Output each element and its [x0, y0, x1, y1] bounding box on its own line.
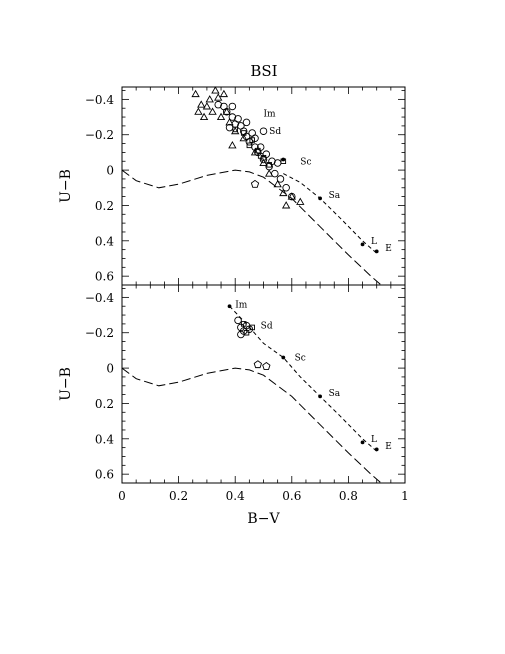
y-tick-label: −0.4	[85, 291, 115, 305]
annotation-label: E	[385, 442, 392, 452]
triangle-marker	[273, 179, 282, 188]
x-tick-label: 0.2	[169, 489, 188, 503]
annotation-label: Im	[235, 300, 248, 310]
circle-marker	[268, 157, 276, 165]
circle-marker	[242, 118, 251, 127]
square-marker	[260, 154, 267, 161]
triangle-marker	[197, 100, 206, 108]
square-marker	[246, 142, 253, 149]
y-tick-label: 0.6	[95, 270, 114, 284]
annotation-label: Im	[264, 110, 277, 120]
x-tick-label: 1	[401, 489, 409, 503]
reference-sequence-curve	[122, 169, 382, 285]
triangle-marker	[191, 89, 200, 98]
annotation-label: Sc	[300, 157, 311, 167]
y-tick-label: 0.6	[95, 468, 114, 482]
square-marker	[255, 147, 261, 154]
triangle-marker	[250, 148, 260, 156]
circle-marker	[288, 192, 296, 201]
model-track-curve	[283, 173, 378, 254]
circle-marker	[214, 100, 222, 109]
triangle-marker	[281, 201, 291, 209]
chart-panel-1: −0.4 −0.2 0 0.2 0.4 0.6 U−B Im Sd Sc Sa LE	[58, 86, 406, 286]
annotation-label: E	[385, 244, 392, 254]
triangle-marker	[211, 86, 220, 94]
square-marker	[243, 329, 250, 336]
square-marker	[240, 130, 247, 136]
y-tick-label: −0.4	[85, 93, 115, 107]
dot-marker	[360, 440, 365, 445]
triangle-marker	[222, 107, 231, 115]
triangle-marker	[228, 141, 237, 149]
reference-sequence-curve	[122, 367, 382, 483]
plot-frame	[121, 284, 406, 484]
triangle-marker	[208, 107, 217, 115]
triangle-marker	[296, 197, 305, 205]
triangle-marker	[219, 89, 229, 98]
annotation-label: Sa	[329, 389, 341, 399]
chart-panel-2: −0.4 −0.2 0 0.2 0.4 0.6 0 0.2 0.4 0.6 0.8 1 U−B B−V Im…	[58, 284, 409, 527]
circle-marker	[228, 102, 237, 111]
annotation-label: L	[371, 435, 377, 445]
circle-marker	[245, 138, 254, 146]
dot-marker	[281, 157, 286, 162]
y-tick-label: 0.2	[95, 397, 114, 411]
pentagon-marker	[250, 179, 260, 188]
square-marker	[266, 162, 272, 168]
circle-marker	[251, 134, 259, 143]
triangle-marker	[239, 133, 248, 142]
triangle-marker	[231, 126, 240, 135]
y-axis-label: U−B	[58, 367, 74, 401]
y-tick-label: 0.2	[95, 199, 114, 213]
circle-marker	[245, 325, 254, 333]
annotation-label: Sc	[295, 353, 306, 363]
chart-title: BSI	[250, 62, 277, 80]
y-tick-label: 0	[106, 362, 114, 376]
y-tick-label: 0.4	[95, 234, 114, 248]
triangle-marker	[225, 118, 234, 126]
triangle-marker	[216, 112, 226, 121]
x-tick-label: 0.4	[226, 489, 245, 503]
triangle-marker	[264, 169, 274, 177]
triangle-marker	[287, 192, 296, 200]
circle-marker	[282, 184, 290, 192]
annotation-label: Sd	[269, 127, 281, 137]
square-marker	[257, 153, 264, 159]
square-marker	[249, 137, 255, 143]
x-axis-label: B−V	[247, 511, 280, 527]
model-track-curve	[229, 305, 378, 452]
y-tick-label: 0	[106, 164, 114, 178]
circle-marker	[222, 107, 231, 116]
x-tick-label: 0	[118, 489, 126, 503]
dot-marker	[360, 242, 365, 247]
y-tick-label: −0.2	[85, 128, 114, 142]
pentagon-marker	[253, 360, 262, 369]
circle-marker	[228, 113, 237, 121]
pentagon-marker	[262, 361, 271, 370]
circle-marker	[256, 143, 265, 151]
y-tick-label: −0.2	[85, 326, 114, 340]
triangle-marker	[279, 188, 288, 197]
x-tick-label: 0.6	[282, 489, 301, 503]
circle-marker	[271, 169, 279, 178]
triangle-marker	[205, 95, 214, 103]
annotation-label: L	[371, 237, 377, 247]
y-tick-label: 0.4	[95, 432, 114, 446]
x-tick-label: 0.8	[339, 489, 358, 503]
circle-marker	[262, 150, 271, 158]
circle-marker	[259, 127, 268, 135]
triangle-marker	[194, 107, 203, 115]
circle-marker	[273, 159, 282, 167]
circle-marker	[276, 175, 285, 183]
triangle-marker	[202, 102, 212, 110]
annotation-label: Sd	[261, 322, 273, 332]
triangle-marker	[214, 93, 223, 101]
triangle-marker	[199, 112, 209, 121]
square-marker	[232, 126, 238, 133]
circle-marker	[234, 115, 242, 123]
circle-marker	[234, 316, 242, 325]
y-axis-label: U−B	[58, 169, 74, 203]
annotation-label: Sa	[329, 191, 341, 201]
